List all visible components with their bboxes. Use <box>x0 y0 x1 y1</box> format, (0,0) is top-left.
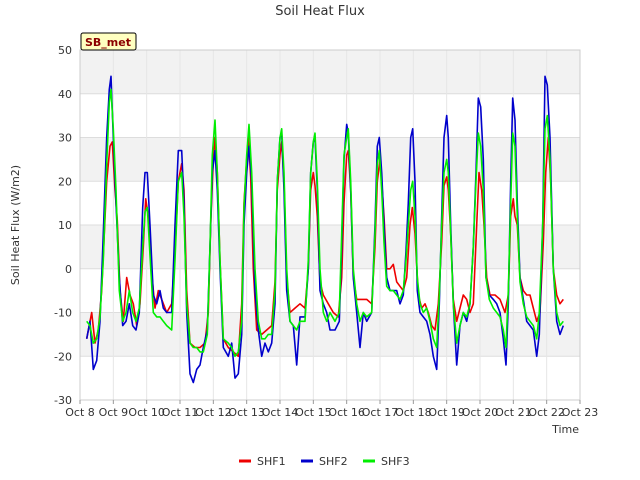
y-axis-label: Soil Heat Flux (W/m2) <box>9 165 22 285</box>
x-tick-label: Oct 20 <box>462 406 499 419</box>
x-tick-label: Oct 19 <box>428 406 465 419</box>
station-badge: SB_met <box>80 32 137 51</box>
station-badge-label: SB_met <box>85 36 131 49</box>
y-tick-label: 0 <box>65 263 72 276</box>
y-tick-label: 10 <box>58 219 72 232</box>
legend-label-shf2: SHF2 <box>319 455 348 468</box>
x-tick-label: Oct 15 <box>295 406 332 419</box>
y-tick-label: -10 <box>54 307 72 320</box>
plot-frame <box>79 49 581 401</box>
x-tick-label: Oct 12 <box>195 406 232 419</box>
series-layer <box>85 75 565 384</box>
chart-title: Soil Heat Flux <box>275 4 365 19</box>
y-axis-ticks: -30 -20 -10 0 10 20 30 40 50 <box>54 44 72 407</box>
x-tick-label: Oct 8 <box>65 406 95 419</box>
plot-band <box>80 181 580 225</box>
plot-band <box>80 50 580 94</box>
x-tick-label: Oct 18 <box>395 406 432 419</box>
legend: SHF1 SHF2 SHF3 <box>239 455 410 468</box>
station-badge-box <box>80 32 137 51</box>
y-tick-label: 50 <box>58 44 72 57</box>
y-tick-label: 20 <box>58 175 72 188</box>
y-tick-label: -30 <box>54 394 72 407</box>
plot-band <box>80 312 580 357</box>
x-tick-label: Oct 14 <box>262 406 299 419</box>
x-tick-label: Oct 23 <box>562 406 599 419</box>
x-tick-label: Oct 21 <box>495 406 532 419</box>
series-line-shf3 <box>86 88 564 358</box>
x-tick-label: Oct 22 <box>528 406 565 419</box>
x-tick-label: Oct 10 <box>128 406 165 419</box>
plot-band <box>80 225 580 269</box>
plot-band <box>80 356 580 400</box>
x-axis-label: Time <box>551 423 579 436</box>
plot-background <box>80 50 580 400</box>
x-tick-label: Oct 9 <box>99 406 129 419</box>
legend-label-shf1: SHF1 <box>257 455 286 468</box>
y-tick-label: -20 <box>54 350 72 363</box>
x-tick-label: Oct 11 <box>162 406 199 419</box>
y-tick-label: 30 <box>58 132 72 145</box>
y-tick-label: 40 <box>58 88 72 101</box>
legend-label-shf3: SHF3 <box>381 455 410 468</box>
x-tick-label: Oct 17 <box>362 406 399 419</box>
x-tick-label: Oct 16 <box>328 406 365 419</box>
plot-band <box>80 93 580 138</box>
x-tick-label: Oct 13 <box>228 406 265 419</box>
plot-band <box>80 137 580 182</box>
